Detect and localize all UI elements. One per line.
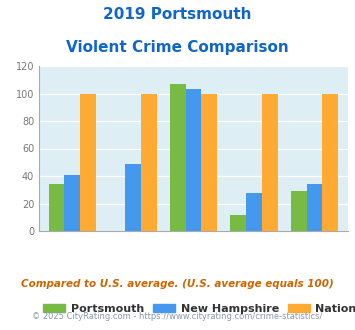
Bar	[65, 175, 80, 231]
Bar	[201, 93, 217, 231]
Bar	[186, 89, 201, 231]
Text: © 2025 CityRating.com - https://www.cityrating.com/crime-statistics/: © 2025 CityRating.com - https://www.city…	[32, 312, 323, 321]
Bar	[170, 84, 186, 231]
Bar	[125, 164, 141, 231]
Bar	[80, 93, 96, 231]
Bar	[230, 214, 246, 231]
Legend: Portsmouth, New Hampshire, National: Portsmouth, New Hampshire, National	[38, 299, 355, 318]
Bar	[322, 93, 338, 231]
Text: Violent Crime Comparison: Violent Crime Comparison	[66, 40, 289, 54]
Text: 2019 Portsmouth: 2019 Portsmouth	[103, 7, 252, 21]
Bar	[262, 93, 278, 231]
Bar	[307, 184, 322, 231]
Bar	[291, 191, 307, 231]
Bar	[141, 93, 157, 231]
Bar	[246, 192, 262, 231]
Text: Compared to U.S. average. (U.S. average equals 100): Compared to U.S. average. (U.S. average …	[21, 279, 334, 289]
Bar	[49, 184, 65, 231]
